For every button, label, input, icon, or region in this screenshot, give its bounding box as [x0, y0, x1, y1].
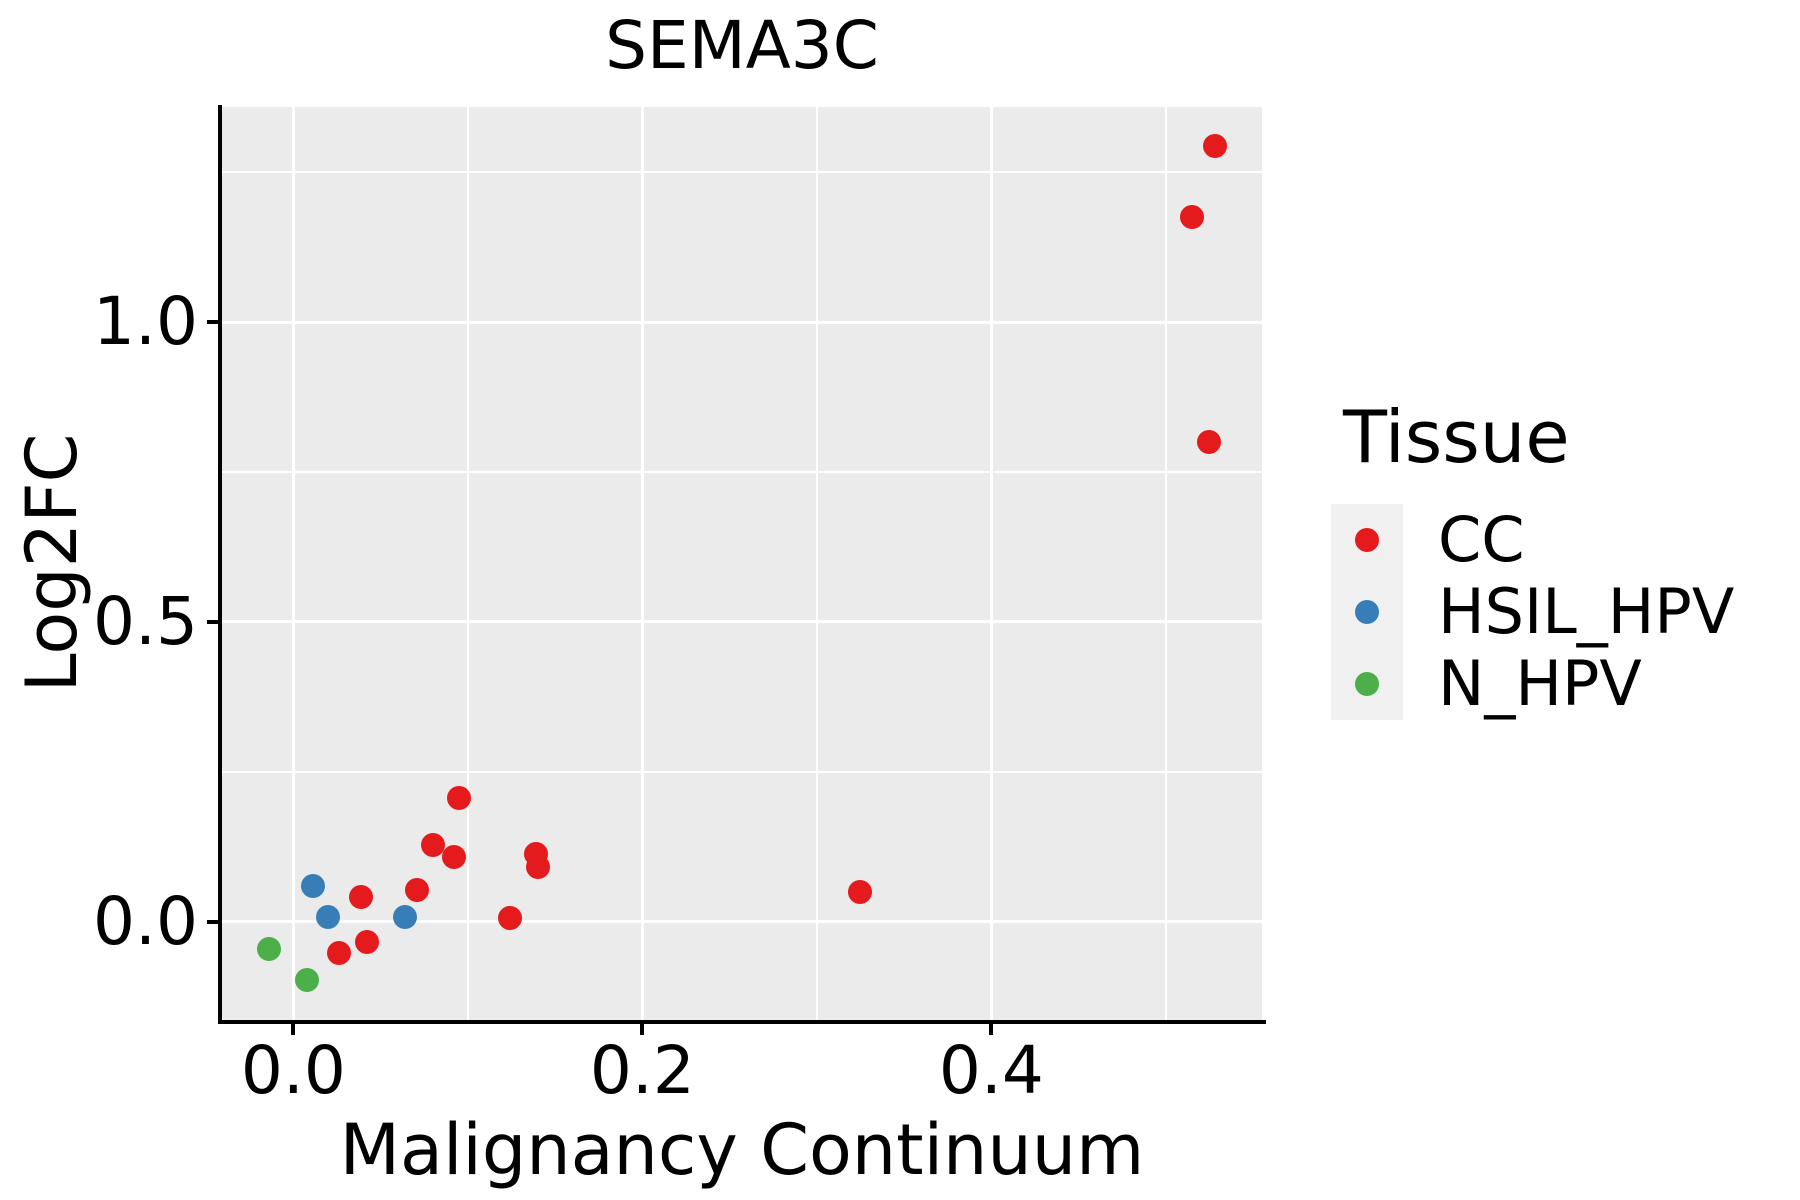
data-point-HSIL_HPV	[316, 904, 341, 929]
x-axis-title: Malignancy Continuum	[339, 1109, 1145, 1191]
data-point-CC	[405, 877, 430, 902]
y-tick-label: 0.5	[93, 582, 198, 660]
y-minor-gridline	[222, 471, 1262, 474]
data-point-CC	[497, 906, 522, 931]
data-point-CC	[354, 930, 379, 955]
data-point-CC	[525, 854, 550, 879]
data-point-CC	[1202, 133, 1227, 158]
data-point-CC	[447, 785, 472, 810]
plot-panel	[222, 107, 1262, 1020]
x-tick-mark	[989, 1024, 994, 1035]
data-point-CC	[1180, 205, 1205, 230]
x-minor-gridline	[815, 107, 818, 1020]
data-point-CC	[349, 884, 374, 909]
y-minor-gridline	[222, 770, 1262, 773]
y-minor-gridline	[222, 171, 1262, 174]
legend-label-CC: CC	[1438, 503, 1525, 576]
data-point-N_HPV	[295, 967, 320, 992]
x-minor-gridline	[466, 107, 469, 1020]
x-major-gridline	[989, 107, 993, 1020]
chart-title: SEMA3C	[605, 7, 879, 84]
x-tick-mark	[640, 1024, 645, 1035]
x-major-gridline	[640, 107, 644, 1020]
y-tick-mark	[207, 320, 218, 325]
x-tick-label: 0.0	[240, 1032, 346, 1109]
legend-dot-CC	[1355, 528, 1379, 552]
y-axis-title: Log2FC	[11, 433, 93, 693]
y-major-gridline	[222, 620, 1262, 624]
x-minor-gridline	[1164, 107, 1167, 1020]
y-axis-line	[218, 105, 222, 1024]
data-point-CC	[441, 844, 466, 869]
legend-title: Tissue	[1343, 395, 1570, 479]
y-tick-mark	[207, 619, 218, 624]
data-point-CC	[1197, 430, 1222, 455]
x-tick-mark	[291, 1024, 296, 1035]
data-point-CC	[420, 832, 445, 857]
y-tick-label: 0.0	[93, 882, 198, 960]
data-point-HSIL_HPV	[393, 904, 418, 929]
legend-key-N_HPV	[1331, 648, 1403, 720]
y-major-gridline	[222, 920, 1262, 924]
x-major-gridline	[291, 107, 295, 1020]
legend-label-HSIL_HPV: HSIL_HPV	[1438, 575, 1735, 648]
data-point-CC	[326, 941, 351, 966]
legend-dot-N_HPV	[1355, 672, 1379, 696]
y-tick-label: 1.0	[93, 283, 198, 361]
x-tick-label: 0.4	[938, 1032, 1044, 1109]
y-major-gridline	[222, 320, 1262, 324]
legend-dot-HSIL_HPV	[1355, 600, 1379, 624]
data-point-N_HPV	[256, 937, 281, 962]
data-point-CC	[848, 880, 873, 905]
legend-label-N_HPV: N_HPV	[1438, 647, 1642, 720]
y-tick-mark	[207, 919, 218, 924]
legend-key-CC	[1331, 504, 1403, 576]
x-tick-label: 0.2	[589, 1032, 695, 1109]
x-axis-line	[218, 1020, 1266, 1024]
data-point-HSIL_HPV	[300, 874, 325, 899]
legend-key-HSIL_HPV	[1331, 576, 1403, 648]
